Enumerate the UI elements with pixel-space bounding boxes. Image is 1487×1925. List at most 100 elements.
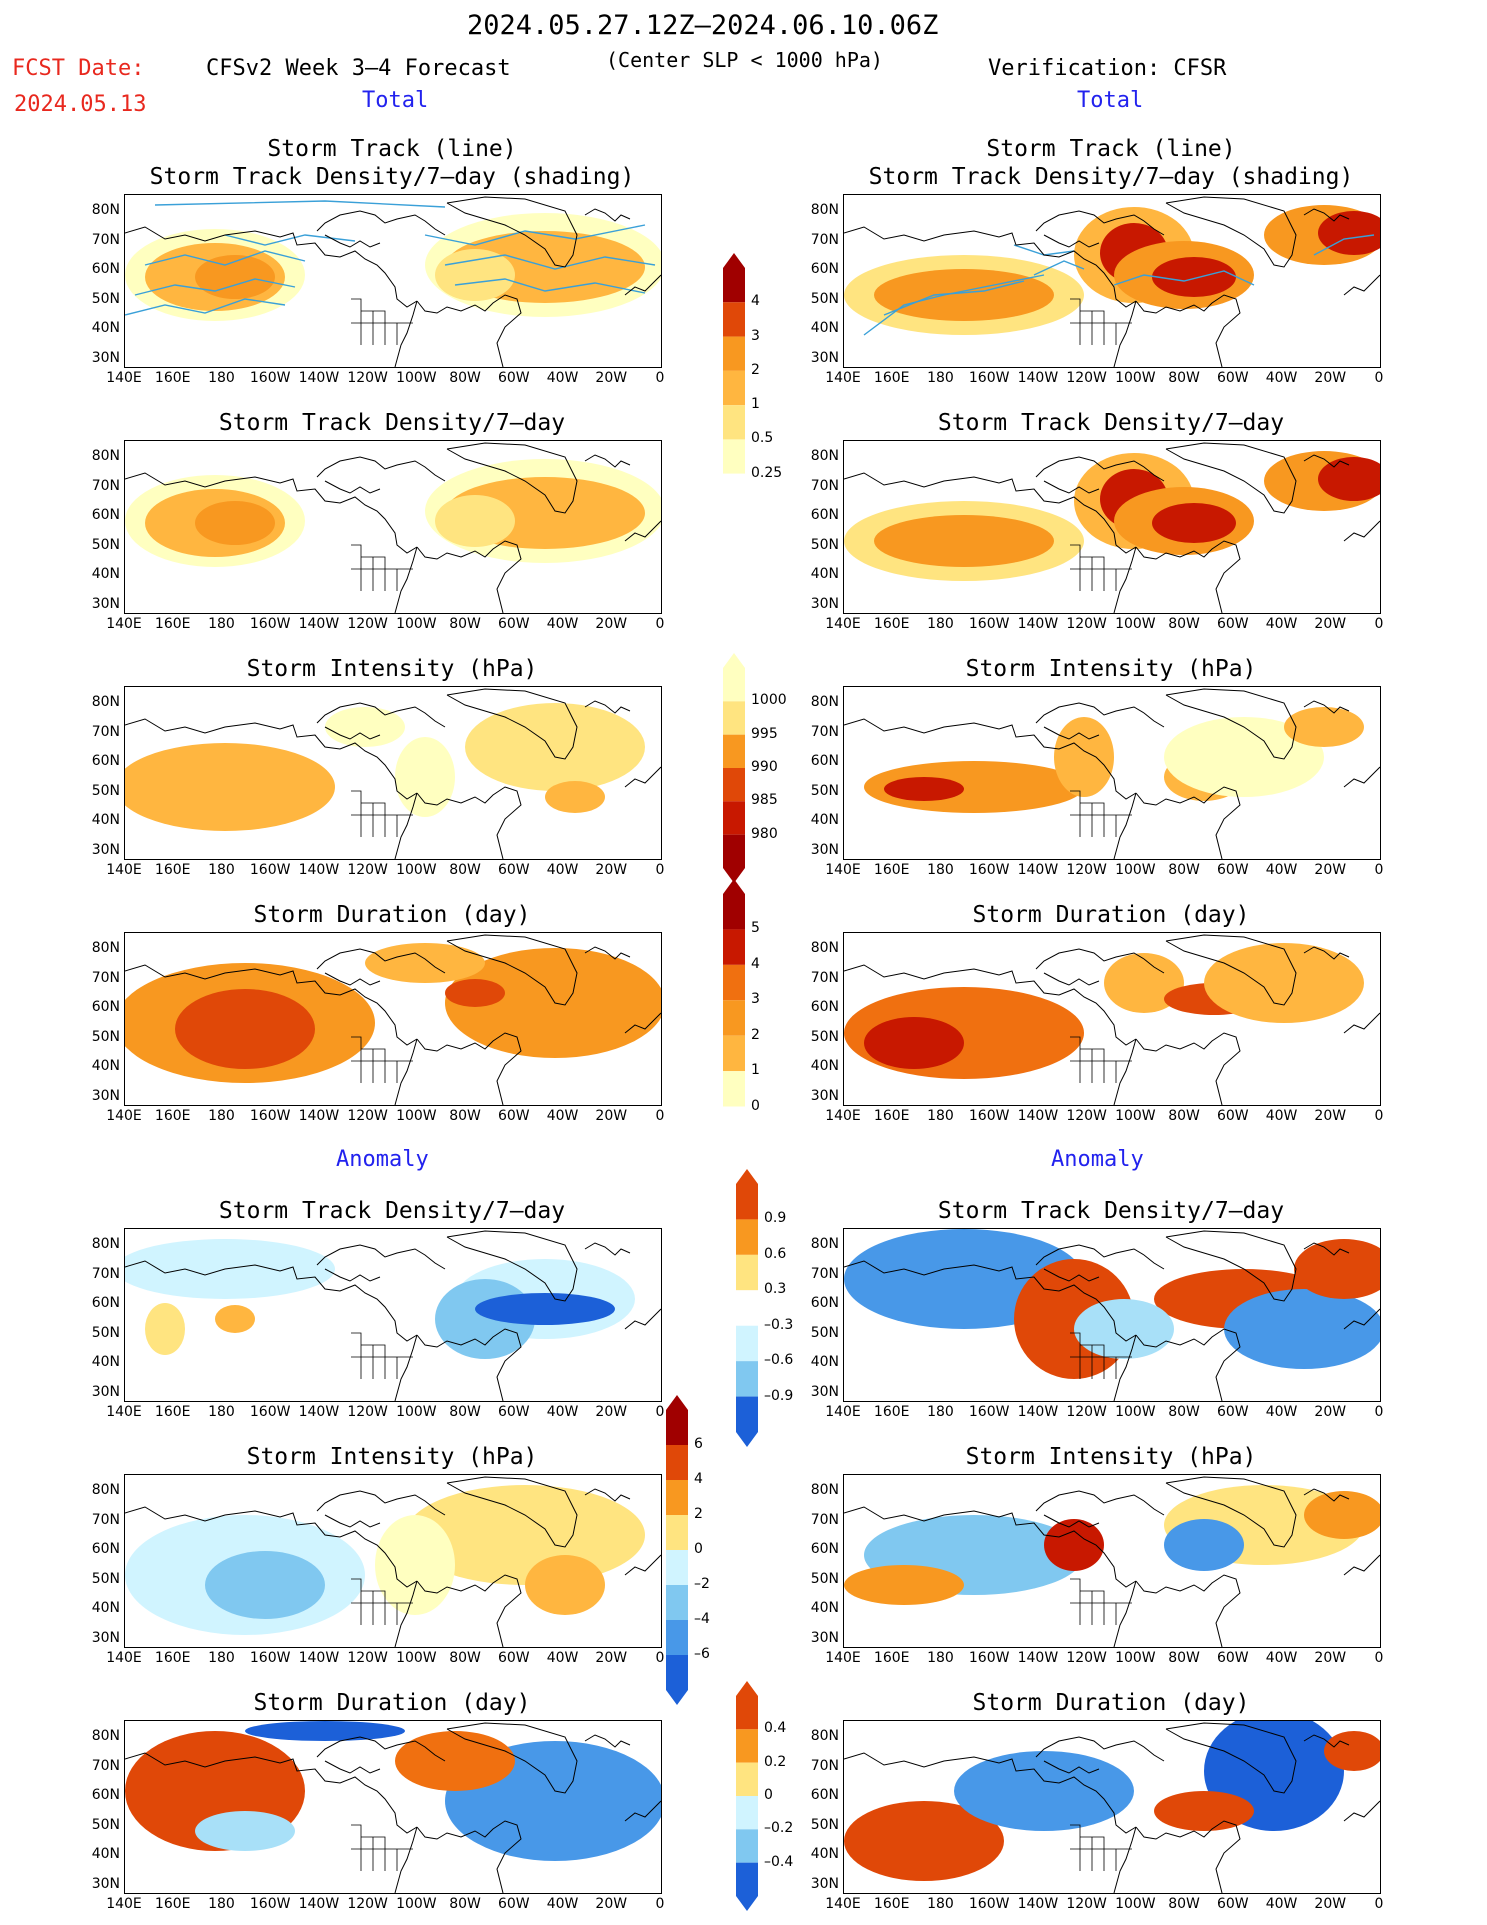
coastline [584, 454, 631, 468]
colorbar-label: 985 [751, 792, 778, 809]
map-panel [124, 686, 662, 860]
latitude-label: 60N [91, 999, 120, 1015]
colorbar-swatch [723, 768, 745, 802]
coastline [1035, 456, 1165, 482]
longitude-label: 140W [298, 1650, 340, 1666]
map-panel [124, 440, 662, 614]
longitude-label: 40W [546, 1650, 579, 1666]
longitude-label: 20W [595, 862, 628, 878]
map-panel [124, 932, 662, 1106]
coastline [316, 1736, 446, 1762]
longitude-label: 120W [347, 1896, 388, 1912]
latitude-label: 70N [91, 1511, 120, 1528]
coastline [1135, 294, 1241, 367]
map-canvas [844, 1476, 1380, 1647]
longitude-label: 60W [1216, 616, 1249, 632]
colorbar-label: –2 [694, 1576, 710, 1592]
longitude-label: 160W [249, 616, 291, 632]
shaded-region [1152, 257, 1236, 297]
colorbar-swatch [666, 1620, 688, 1655]
longitude-label: 120W [1066, 1404, 1107, 1420]
longitude-label: 40W [1265, 616, 1298, 632]
latitude-label: 40N [91, 320, 120, 336]
longitude-label: 160W [249, 1108, 291, 1124]
colorbar-swatch [723, 668, 745, 702]
longitude-label: 160W [968, 370, 1010, 386]
longitude-label: 120W [347, 862, 388, 878]
coastline [624, 1554, 661, 1576]
latitude-label: 60N [91, 261, 120, 277]
latitude-label: 70N [810, 1757, 839, 1774]
coastline [1303, 1488, 1350, 1502]
colorbar-swatch [736, 1829, 758, 1863]
shaded-region [1164, 1519, 1244, 1571]
colorbar-label: 5 [751, 920, 760, 937]
storm-track-line [1113, 270, 1255, 286]
colorbar-swatch [736, 1361, 758, 1397]
colorbar-density [723, 253, 745, 523]
latitude-label: 70N [91, 723, 120, 740]
coastline [446, 442, 578, 514]
longitude-label: 140E [106, 862, 142, 878]
coastline [324, 1268, 381, 1282]
colorbar-swatch [736, 1696, 758, 1730]
colorbar-swatch [666, 1690, 688, 1705]
longitude-label: 160W [249, 1404, 291, 1420]
latitude-label: 60N [810, 1787, 839, 1803]
colorbar-swatch [666, 1515, 688, 1550]
latitude-label: 40N [810, 1600, 839, 1616]
storm-track-line [144, 250, 306, 266]
longitude-label: 60W [1216, 1650, 1249, 1666]
colorbar-swatch [723, 1142, 745, 1157]
longitude-label: 120W [347, 1404, 388, 1420]
fcst-date-value: 2024.05.13 [14, 92, 147, 117]
colorbar-swatch [723, 508, 745, 523]
map-panel [124, 1474, 662, 1648]
latitude-label: 50N [810, 536, 839, 553]
map-canvas [125, 196, 661, 367]
coastline [1113, 1580, 1137, 1647]
map-canvas [844, 688, 1380, 859]
longitude-label: 140W [1017, 1896, 1059, 1912]
coastline [1113, 1826, 1137, 1893]
shaded-region [395, 737, 455, 817]
longitude-label: 60W [497, 1404, 530, 1420]
longitude-label: 60W [1216, 862, 1249, 878]
latitude-label: 30N [91, 841, 120, 858]
map-panel [843, 194, 1381, 368]
panel-title: Storm Intensity (hPa) [246, 656, 538, 682]
coastline [1135, 1032, 1241, 1105]
coastline [844, 472, 1137, 554]
longitude-label: 60W [497, 370, 530, 386]
coastline [1135, 540, 1241, 613]
map-panel [124, 1228, 662, 1402]
shaded-region [375, 1515, 455, 1615]
shaded-region [1294, 1239, 1380, 1299]
longitude-label: 140W [298, 1404, 340, 1420]
map-canvas [844, 442, 1380, 613]
longitude-label: 160E [873, 1108, 910, 1124]
coastline [1135, 1328, 1241, 1401]
latitude-label: 50N [810, 782, 839, 799]
longitude-label: 80W [449, 1896, 481, 1912]
colorbar-label: 0.3 [764, 1281, 787, 1298]
coastline [394, 1580, 418, 1647]
longitude-label: 100W [396, 862, 437, 878]
coastline [125, 472, 418, 554]
coastline [394, 546, 418, 613]
longitude-label: 140W [1017, 370, 1059, 386]
longitude-label: 160E [154, 1404, 191, 1420]
colorbar-label: 0.9 [764, 1210, 787, 1227]
coastline [624, 274, 661, 296]
colorbar-swatch [736, 1796, 758, 1830]
longitude-label: 160E [873, 862, 910, 878]
map-canvas [844, 934, 1380, 1105]
shaded-region [1074, 1299, 1174, 1359]
longitude-label: 140E [106, 370, 142, 386]
coastline [584, 700, 631, 714]
shaded-region [1284, 707, 1364, 747]
longitude-label: 40W [1265, 862, 1298, 878]
shaded-region [874, 515, 1054, 567]
coastline [1043, 234, 1100, 248]
latitude-label: 70N [810, 1265, 839, 1282]
